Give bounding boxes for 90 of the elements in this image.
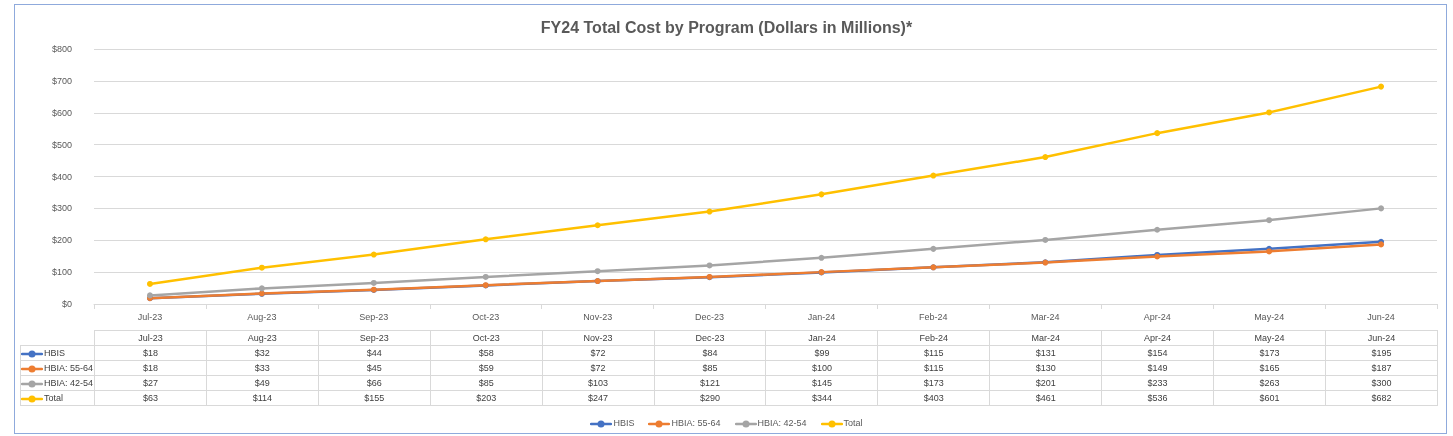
data-label: $72	[542, 345, 655, 361]
data-label: $59	[430, 360, 543, 376]
data-label: $187	[1325, 360, 1438, 376]
x-tick-label: Oct-23	[472, 311, 500, 322]
data-label: $115	[877, 345, 990, 361]
legend-label: HBIA: 55-64	[44, 363, 94, 373]
x-tick-label: Jun-24	[1367, 311, 1395, 322]
y-tick-label: $0	[61, 299, 72, 309]
data-label: $201	[989, 375, 1102, 391]
data-label: $536	[1101, 390, 1214, 406]
text: HBIA: 42-54	[757, 418, 807, 428]
category-label: May-24	[1254, 333, 1285, 343]
data-label: $103	[542, 375, 655, 391]
text: Total	[44, 393, 64, 403]
data-label: $130	[989, 360, 1102, 376]
category-label: Nov-23	[583, 333, 613, 343]
data-label: $49	[206, 375, 319, 391]
data-label: $403	[877, 390, 990, 406]
data-label: $300	[1325, 375, 1438, 391]
data-label: $72	[542, 360, 655, 376]
data-label: $344	[765, 390, 878, 406]
text: HBIA: 55-64	[671, 418, 721, 428]
data-label: $115	[877, 360, 990, 376]
category-label: Mar-24	[1031, 333, 1060, 343]
data-label: $18	[94, 360, 207, 376]
data-label: $290	[654, 390, 766, 406]
data-label: $165	[1213, 360, 1326, 376]
data-label: $203	[430, 390, 543, 406]
category-label: Dec-23	[695, 333, 725, 343]
category-label: Oct-23	[472, 333, 500, 343]
data-label: $121	[654, 375, 766, 391]
data-label: $173	[877, 375, 990, 391]
category-label: Sep-23	[359, 333, 389, 343]
legend-label: Total	[843, 418, 863, 428]
data-label: $100	[765, 360, 878, 376]
data-label: $18	[94, 345, 207, 361]
x-tick-label: Jul-23	[137, 311, 163, 322]
y-tick-label: $800	[51, 44, 72, 54]
data-label: $247	[542, 390, 655, 406]
x-tick-label: Aug-23	[247, 311, 277, 322]
data-label: $173	[1213, 345, 1326, 361]
x-tick-label: Mar-24	[1031, 311, 1060, 322]
data-label: $66	[318, 375, 431, 391]
category-label: Apr-24	[1144, 333, 1172, 343]
data-label: $99	[765, 345, 878, 361]
x-tick-label: Feb-24	[919, 311, 948, 322]
x-tick-label: Dec-23	[695, 311, 725, 322]
x-tick-label: Jan-24	[807, 311, 836, 322]
category-label: Feb-24	[919, 333, 949, 343]
x-tick-label: May-24	[1254, 311, 1285, 322]
data-label: $85	[654, 360, 766, 376]
data-label: $601	[1213, 390, 1326, 406]
category-label: Aug-23	[247, 333, 277, 343]
data-label: $32	[206, 345, 319, 361]
data-label: $85	[430, 375, 543, 391]
y-tick-label: $100	[51, 267, 72, 278]
data-label: $131	[989, 345, 1102, 361]
y-tick-label: $700	[51, 75, 72, 86]
data-label: $263	[1213, 375, 1326, 391]
y-tick-label: $200	[51, 235, 72, 246]
data-label: $145	[765, 375, 878, 391]
category-label: Jul-23	[138, 333, 163, 343]
data-label: $58	[430, 345, 543, 361]
data-label: $63	[94, 390, 207, 406]
data-label: $682	[1325, 390, 1438, 406]
data-label: $155	[318, 390, 431, 406]
category-label: Jan-24	[808, 333, 836, 343]
legend-label: HBIS	[44, 348, 66, 358]
data-label: $149	[1101, 360, 1214, 376]
legend-label: HBIA: 42-54	[44, 378, 94, 388]
data-label: $84	[654, 345, 766, 361]
x-tick-label: Apr-24	[1143, 311, 1171, 322]
text: HBIS	[613, 418, 635, 428]
category-label: Jun-24	[1367, 333, 1396, 343]
data-label: $154	[1101, 345, 1214, 361]
y-tick-label: $600	[51, 107, 72, 118]
data-label: $45	[318, 360, 431, 376]
data-label: $461	[989, 390, 1102, 406]
x-tick-label: Sep-23	[359, 311, 389, 322]
data-label: $195	[1325, 345, 1438, 361]
data-label: $233	[1101, 375, 1214, 391]
y-tick-label: $500	[51, 139, 72, 150]
data-label: $33	[206, 360, 319, 376]
y-tick-label: $300	[51, 203, 72, 214]
chart-title: FY24 Total Cost by Program (Dollars in Millions)*	[540, 18, 913, 36]
y-tick-label: $400	[51, 171, 72, 182]
x-tick-label: Nov-23	[583, 311, 613, 322]
data-label: $44	[318, 345, 431, 361]
data-label: $114	[206, 390, 319, 406]
data-label: $27	[94, 375, 207, 391]
